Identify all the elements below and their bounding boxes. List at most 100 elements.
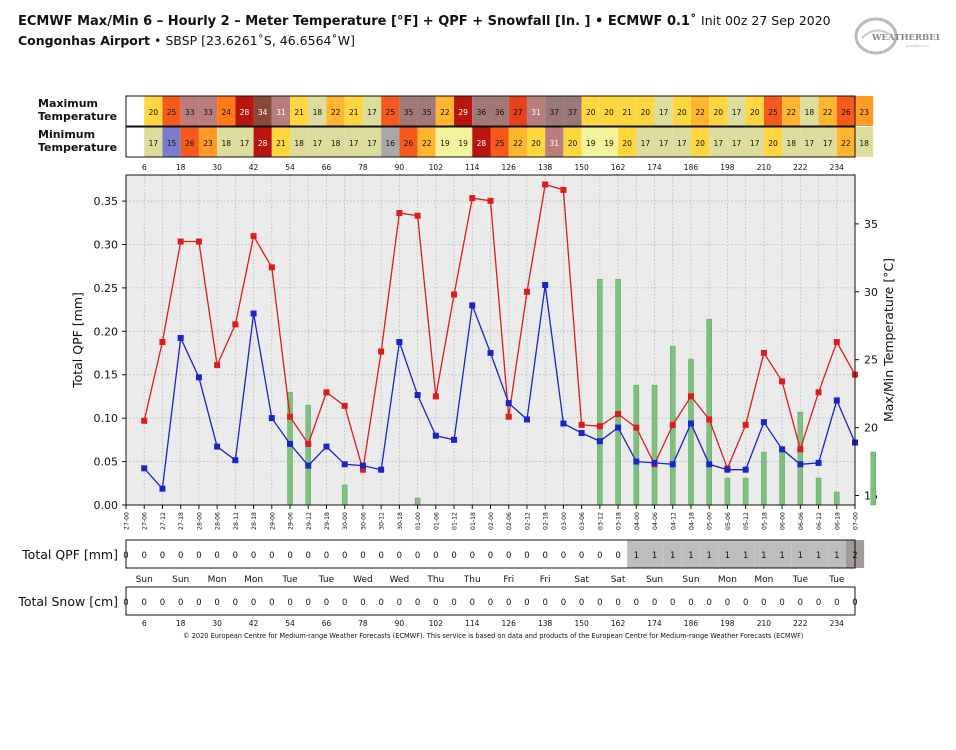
min-temp-point <box>687 420 694 427</box>
snow-value: 0 <box>214 598 219 608</box>
snow-value: 0 <box>488 598 493 608</box>
max-temp-value: 33 <box>185 108 195 117</box>
qpf-value: 0 <box>378 551 383 561</box>
min-temp-value: 17 <box>659 139 669 148</box>
min-temp-cell <box>563 127 582 157</box>
min-temp-value: 19 <box>440 139 450 148</box>
x-tick-label: 04-12 <box>670 512 677 530</box>
min-temp-cell <box>344 127 363 157</box>
min-temp-cell <box>472 127 491 157</box>
snow-value: 0 <box>178 598 183 608</box>
min-temp-point <box>742 466 749 473</box>
min-temp-value: 22 <box>513 139 523 148</box>
snow-value: 0 <box>670 598 675 608</box>
hour-label: 234 <box>830 163 845 172</box>
qpf-value: 0 <box>287 551 292 561</box>
max-temp-value: 22 <box>440 108 450 117</box>
day-label: Mon <box>718 575 737 585</box>
qpf-cell <box>645 540 664 568</box>
max-temp-cell <box>618 96 637 126</box>
min-temp-point <box>724 466 731 473</box>
snow-row-label: Total Snow [cm] <box>17 594 118 609</box>
min-temp-point <box>378 466 385 473</box>
x-tick-label: 27-00 <box>124 512 131 530</box>
snow-value: 0 <box>688 598 693 608</box>
min-temp-point <box>250 310 257 317</box>
x-tick-label: 04-00 <box>634 512 641 530</box>
max-temp-value: 20 <box>149 108 159 117</box>
min-temp-cell <box>818 127 837 157</box>
y2-tick-label: 20 <box>864 422 878 435</box>
max-temp-cell <box>271 96 291 126</box>
max-temp-cell <box>745 96 764 126</box>
qpf-value: 0 <box>506 551 511 561</box>
min-temp-cell <box>672 127 691 157</box>
min-temp-cell <box>435 127 455 157</box>
min-temp-point <box>542 282 549 288</box>
min-temp-value: 17 <box>313 139 323 148</box>
qpf-value: 0 <box>342 551 347 561</box>
qpf-value: 0 <box>470 551 475 561</box>
max-temp-value: 20 <box>677 108 687 117</box>
x-tick-label: 02-00 <box>488 512 495 530</box>
min-temp-cell <box>217 127 236 157</box>
hour-label: 174 <box>647 163 662 172</box>
min-temp-point <box>596 438 603 445</box>
min-temp-cell <box>381 127 400 157</box>
max-temp-value: 17 <box>367 108 377 117</box>
snow-value: 0 <box>251 598 256 608</box>
hour-label: 30 <box>212 163 222 172</box>
max-temp-point <box>195 238 202 245</box>
min-temp-value: 15 <box>167 139 177 148</box>
snow-value: 0 <box>743 598 748 608</box>
min-temp-cell <box>836 127 855 157</box>
hour-label: 222 <box>793 163 808 172</box>
max-temp-point <box>615 411 622 418</box>
x-tick-label: 03-06 <box>579 512 586 530</box>
min-temp-point <box>141 465 148 472</box>
max-temp-cell <box>855 96 874 126</box>
snow-value: 0 <box>287 598 292 608</box>
day-label: Thu <box>426 575 444 585</box>
min-temp-label-1: Minimum <box>38 128 95 141</box>
x-tick-label: 30-12 <box>379 512 386 530</box>
max-temp-value: 18 <box>805 108 815 117</box>
max-temp-value: 20 <box>604 108 614 117</box>
min-temp-cell <box>454 127 473 157</box>
qpf-bar <box>706 318 712 506</box>
qpf-value: 0 <box>415 551 420 561</box>
max-temp-cell <box>490 96 509 126</box>
max-temp-point <box>414 212 421 219</box>
hour-label: 126 <box>502 163 517 172</box>
qpf-cell <box>754 540 773 568</box>
max-temp-point <box>451 291 458 298</box>
max-temp-label-2: Temperature <box>38 110 117 123</box>
x-tick-label: 02-12 <box>524 512 531 530</box>
max-temp-value: 18 <box>313 108 323 117</box>
min-temp-value: 17 <box>149 139 159 148</box>
min-temp-cell <box>526 127 546 157</box>
x-tick-label: 07-00 <box>853 512 860 530</box>
qpf-bar <box>633 384 640 506</box>
y-tick-label: 0.20 <box>94 325 119 338</box>
day-label: Sat <box>574 575 589 585</box>
x-tick-label: 28-00 <box>196 512 203 530</box>
snow-value: 0 <box>524 598 529 608</box>
max-temp-value: 21 <box>294 108 304 117</box>
hour-label-bottom: 18 <box>176 619 186 628</box>
qpf-value: 1 <box>688 551 693 561</box>
max-temp-value: 20 <box>586 108 596 117</box>
max-temp-label-1: Maximum <box>38 97 98 110</box>
max-temp-value: 20 <box>641 108 651 117</box>
qpf-bar <box>834 491 840 506</box>
station-name: Congonhas Airport <box>18 33 151 48</box>
min-temp-point <box>396 339 403 346</box>
max-temp-cell <box>454 96 473 126</box>
min-temp-point <box>706 461 713 468</box>
hour-label-bottom: 90 <box>395 619 405 628</box>
max-temp-value: 36 <box>477 108 487 117</box>
snow-value: 0 <box>615 598 620 608</box>
max-temp-point <box>578 421 585 428</box>
x-tick-label: 06-12 <box>816 512 823 530</box>
max-temp-point <box>305 440 312 447</box>
